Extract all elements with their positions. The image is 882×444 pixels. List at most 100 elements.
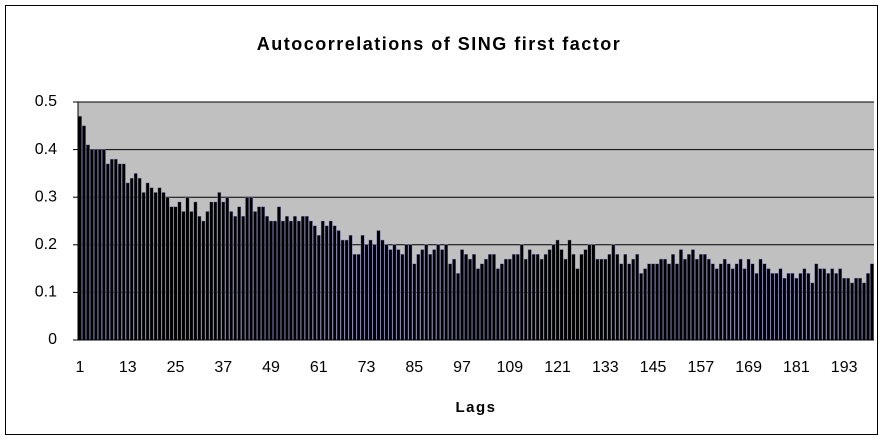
bar <box>499 263 504 341</box>
bar <box>173 206 178 341</box>
bar <box>488 254 492 341</box>
bar <box>651 263 655 341</box>
bar <box>587 244 592 341</box>
bar <box>687 254 691 341</box>
bar <box>854 277 858 341</box>
y-tick-label: 0.2 <box>35 236 57 253</box>
plot-area <box>78 102 874 340</box>
bar <box>245 196 250 341</box>
x-tick-label: 61 <box>310 359 328 376</box>
bar <box>233 216 238 341</box>
bar <box>221 201 226 341</box>
bar <box>762 263 767 341</box>
y-tick-label: 0.1 <box>35 284 57 301</box>
bar <box>237 206 242 341</box>
bar <box>730 268 735 341</box>
bar <box>117 163 122 341</box>
bar <box>706 258 711 341</box>
bar <box>181 211 186 341</box>
bar <box>814 263 819 341</box>
x-tick-label: 25 <box>167 359 185 376</box>
x-tick-label: 97 <box>453 359 471 376</box>
bar <box>543 254 548 341</box>
y-tick-label: 0.4 <box>35 141 57 158</box>
bar <box>555 239 560 341</box>
bar <box>432 249 437 341</box>
bar <box>241 216 246 341</box>
bar <box>304 216 309 341</box>
bar <box>205 211 210 341</box>
bar <box>591 244 596 341</box>
bar <box>153 192 158 341</box>
bar <box>372 244 377 341</box>
bar <box>496 268 500 341</box>
bar <box>790 273 795 341</box>
y-tick-label: 0 <box>48 331 57 348</box>
x-tick-label: 85 <box>405 359 423 376</box>
bar <box>368 239 373 341</box>
bar <box>567 239 572 341</box>
bar <box>440 249 445 341</box>
bar <box>364 244 369 341</box>
bar <box>444 244 449 341</box>
bar <box>818 268 823 341</box>
bar <box>722 258 727 341</box>
bar <box>766 268 771 341</box>
bar <box>285 216 289 341</box>
x-axis-label: Lags <box>455 399 496 416</box>
bar <box>149 187 154 341</box>
bar <box>90 149 94 341</box>
bar <box>754 273 759 341</box>
bar <box>316 235 321 341</box>
bar <box>846 277 851 341</box>
x-tick-label: 145 <box>640 359 667 376</box>
x-tick-label: 1 <box>76 359 85 376</box>
bar <box>253 211 257 341</box>
bar <box>332 225 337 341</box>
bar <box>830 268 835 341</box>
bar <box>515 254 520 341</box>
x-tick-label: 73 <box>358 359 376 376</box>
bar <box>476 268 480 341</box>
chart-title: Autocorrelations of SING first factor <box>257 34 622 54</box>
bar <box>850 282 854 341</box>
bar <box>125 182 130 341</box>
bar <box>265 216 269 341</box>
bar <box>121 163 126 341</box>
bar <box>161 192 166 341</box>
bar <box>312 225 317 341</box>
bar <box>519 244 524 341</box>
bar <box>774 273 779 341</box>
bar <box>86 144 90 341</box>
bar <box>535 254 540 341</box>
bar <box>531 254 536 341</box>
bar <box>416 254 421 341</box>
bar <box>225 196 230 341</box>
bar <box>308 220 313 341</box>
bar <box>838 268 843 341</box>
bar <box>599 258 604 341</box>
bar <box>273 220 277 341</box>
bar <box>300 216 305 341</box>
x-tick-label: 109 <box>496 359 523 376</box>
bar <box>702 254 707 341</box>
bar <box>698 254 703 341</box>
bar <box>826 273 831 341</box>
bar <box>778 268 783 341</box>
bar <box>289 220 293 341</box>
bar <box>129 177 134 341</box>
bar <box>742 268 747 341</box>
bar <box>217 192 222 341</box>
bar <box>480 263 484 341</box>
bar <box>810 282 815 341</box>
bar <box>635 254 640 341</box>
bar <box>834 273 839 341</box>
bar <box>404 244 409 341</box>
bar <box>667 263 671 341</box>
bar <box>750 263 755 341</box>
bar <box>352 254 357 341</box>
bar <box>249 196 254 341</box>
bar <box>324 225 329 341</box>
bar <box>822 268 827 341</box>
bar <box>185 196 190 341</box>
